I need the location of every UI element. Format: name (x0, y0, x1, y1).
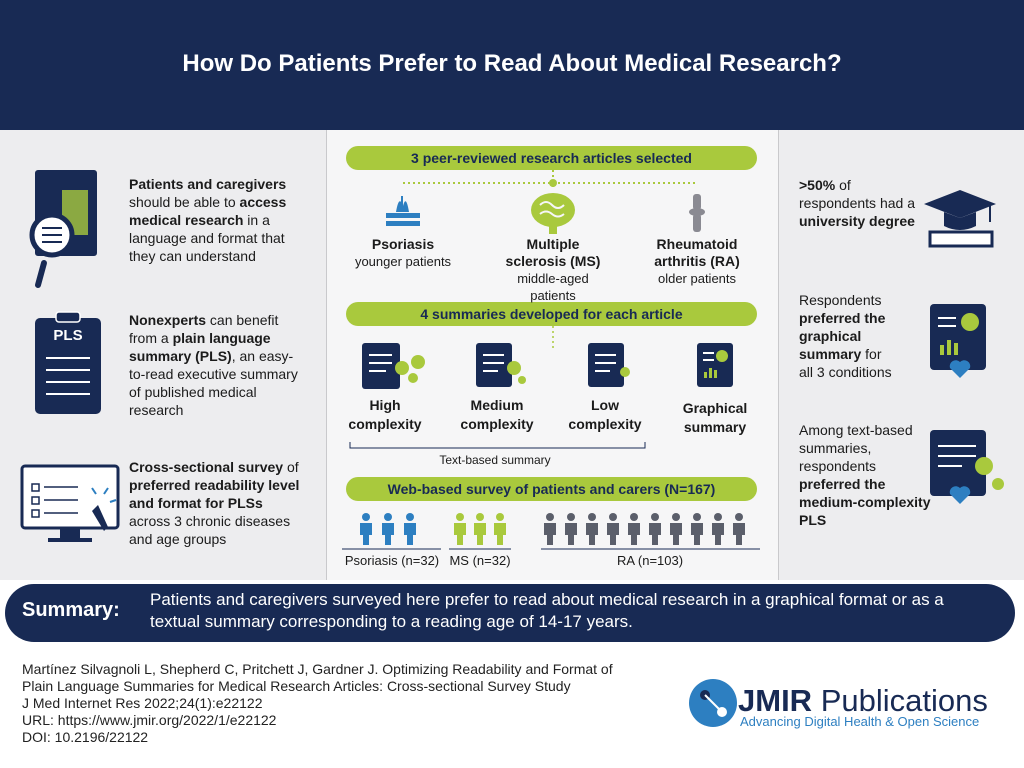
skin-icon (386, 196, 420, 226)
monitor-stand (60, 528, 80, 540)
magnifier-handle (35, 260, 47, 288)
group-label: MS (n=32) (449, 553, 511, 568)
banner: Web-based survey of patients and carers … (346, 477, 757, 501)
clipboard-icon (35, 318, 101, 414)
logo-name-bold: JMIR (738, 683, 813, 718)
text-segment: university degree (799, 213, 915, 229)
logo-mark (689, 679, 737, 727)
brain-icon (531, 193, 575, 234)
graphical-doc-icon (930, 304, 986, 378)
person-icon (586, 513, 598, 545)
text-segment: preferred readability level and format f… (129, 477, 300, 511)
article-group: older patients (657, 271, 737, 286)
person-icon (565, 513, 577, 545)
clipboard-clip (55, 311, 81, 323)
person-icon (382, 513, 394, 545)
text-segment: access medical research (129, 194, 287, 228)
summary-label: Summary: (22, 599, 120, 621)
citation-line: DOI: 10.2196/22122 (22, 729, 149, 745)
text-doc-icon (930, 430, 1004, 504)
citation-line: J Med Internet Res 2022;24(1):e22122 (22, 695, 263, 711)
banner: 4 summaries developed for each article (346, 302, 757, 326)
title: How Do Patients Prefer to Read About Med… (182, 50, 842, 77)
summary-type: High complexity (348, 397, 422, 432)
text-segment: Patients and caregivers (129, 176, 287, 192)
banner: 3 peer-reviewed research articles select… (346, 146, 757, 170)
rich-text: Among text-based summaries, respondents … (799, 421, 939, 529)
text-segment: plain language summary (PLS) (129, 330, 271, 364)
text-segment: Respondents (799, 292, 882, 308)
article: Psoriasis younger patients (348, 236, 458, 270)
person-icon (454, 513, 466, 545)
text-segment: in a language and format that they can u… (129, 212, 285, 264)
person-icon (544, 513, 556, 545)
click-rays (91, 487, 117, 503)
text-segment: for all 3 conditions (799, 346, 892, 380)
article-name: Psoriasis (371, 236, 435, 252)
summary-type: Graphical summary (682, 400, 748, 435)
group-label: Psoriasis (n=32) (344, 553, 440, 568)
person-icon (712, 513, 724, 545)
summary-type: Medium complexity (460, 397, 534, 432)
rich-text: Respondents preferred the graphical summ… (799, 291, 899, 381)
cursor-hand (92, 505, 108, 531)
person-icon (607, 513, 619, 545)
connector-dot (549, 179, 557, 187)
icon-lines (42, 227, 62, 243)
text-segment: , an easy-to-read executive summary of p… (129, 348, 298, 418)
joint-icon (689, 194, 705, 232)
person-icon (360, 513, 372, 545)
bracket (349, 442, 646, 449)
icon-label: PLS (53, 327, 82, 344)
graduation-icon (924, 190, 996, 248)
text-segment: of respondents had a (799, 177, 915, 211)
article-name: Multiple sclerosis (MS) (505, 236, 601, 269)
monitor-base (48, 538, 92, 542)
person-icon (628, 513, 640, 545)
person-icon (733, 513, 745, 545)
rich-text: Patients and caregivers should be able t… (129, 175, 307, 265)
text-segment: can benefit from a (129, 312, 279, 346)
citation-line: Plain Language Summaries for Medical Res… (22, 678, 571, 694)
person-icon (691, 513, 703, 545)
summary-bar (5, 584, 1015, 642)
summary-text: Patients and caregivers surveyed here pr… (150, 590, 944, 631)
person-icon (494, 513, 506, 545)
summary-icons (362, 343, 733, 389)
group-label: RA (n=103) (616, 553, 684, 568)
header (0, 0, 1024, 130)
text-segment: of (283, 459, 299, 475)
form-icon (31, 483, 78, 518)
text-segment: Cross-sectional survey (129, 459, 284, 475)
summary-type: Low complexity (568, 397, 642, 432)
logo-name-rest: Publications (812, 683, 988, 718)
text-segment: across 3 chronic diseases and age groups (129, 513, 291, 547)
text-segment: >50% (799, 177, 836, 193)
article-group: middle-aged patients (517, 271, 589, 303)
article-group: younger patients (354, 254, 452, 269)
text-segment: preferred the graphical summary (799, 310, 886, 362)
person-icon (670, 513, 682, 545)
text-segment: Among text-based summaries, respondents (799, 422, 913, 474)
article: Multiple sclerosis (MS) middle-aged patie… (498, 236, 608, 304)
rich-text: Nonexperts can benefit from a plain lang… (129, 311, 307, 419)
rich-text: Cross-sectional survey of preferred read… (129, 458, 307, 548)
text-segment: preferred the medium-complexity PLS (799, 476, 931, 528)
citation-line: Martínez Silvagnoli L, Shepherd C, Pritc… (22, 661, 613, 677)
logo-tagline: Advancing Digital Health & Open Science (740, 714, 980, 729)
person-icon (649, 513, 661, 545)
text-segment: should be able to (129, 194, 240, 210)
icon-lines (46, 357, 90, 395)
citation-line: URL: https://www.jmir.org/2022/1/e22122 (22, 712, 277, 728)
person-icon (404, 513, 416, 545)
person-icon (474, 513, 486, 545)
logo-name: JMIR Publications (738, 683, 988, 719)
article-name: Rheumatoid arthritis (RA) (654, 236, 740, 269)
bracket-label: Text-based summary (400, 453, 590, 467)
article: Rheumatoid arthritis (RA) older patients (647, 236, 747, 287)
rich-text: >50% of respondents had a university deg… (799, 176, 917, 230)
text-segment: Nonexperts (129, 312, 207, 328)
